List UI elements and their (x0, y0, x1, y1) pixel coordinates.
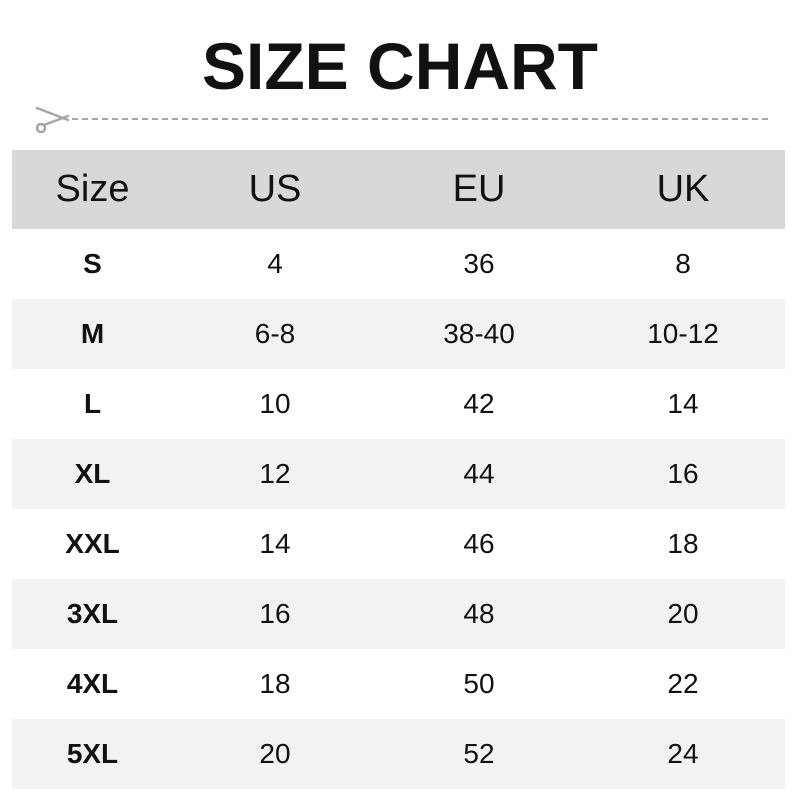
size-table: Size US EU UK S 4 36 8 M 6-8 38-40 10-12 L 10 42 14… (12, 150, 785, 789)
header-uk: UK (656, 168, 710, 210)
header-us: US (248, 168, 302, 210)
cell-uk: 22 (667, 668, 699, 699)
cell-size: M (80, 318, 105, 349)
cell-uk: 16 (667, 458, 699, 489)
cell-uk: 14 (667, 388, 699, 419)
cell-eu: 46 (463, 528, 495, 559)
table-row: 4XL 18 50 22 (12, 649, 785, 719)
cell-us: 16 (259, 598, 291, 629)
cell-us: 14 (259, 528, 291, 559)
cell-us: 12 (259, 458, 291, 489)
header-eu: EU (452, 168, 506, 210)
table-row: 5XL 20 52 24 (12, 719, 785, 789)
table-header-row: Size US EU UK (12, 150, 785, 229)
cell-us: 20 (259, 738, 291, 769)
cell-us: 18 (259, 668, 291, 699)
cell-size: S (83, 248, 102, 279)
header-size: Size (55, 168, 130, 210)
table-row: L 10 42 14 (12, 369, 785, 439)
cell-uk: 20 (667, 598, 699, 629)
cell-eu: 52 (463, 738, 495, 769)
cell-eu: 38-40 (443, 318, 515, 349)
table-row: M 6-8 38-40 10-12 (12, 299, 785, 369)
cell-size: 4XL (66, 668, 119, 699)
cell-eu: 42 (463, 388, 495, 419)
table-row: 3XL 16 48 20 (12, 579, 785, 649)
cell-uk: 18 (667, 528, 699, 559)
cell-size: 5XL (66, 738, 119, 769)
cell-uk: 24 (667, 738, 699, 769)
cell-size: XXL (65, 528, 120, 559)
cell-uk: 8 (675, 248, 691, 279)
table-row: S 4 36 8 (12, 229, 785, 299)
cell-eu: 50 (463, 668, 495, 699)
cell-eu: 36 (463, 248, 495, 279)
cell-us: 10 (259, 388, 291, 419)
cell-eu: 48 (463, 598, 495, 629)
cell-size: 3XL (66, 598, 119, 629)
cell-eu: 44 (463, 458, 495, 489)
cell-us: 6-8 (254, 318, 296, 349)
scissors-icon (35, 106, 70, 134)
table-row: XL 12 44 16 (12, 439, 785, 509)
cut-line (34, 104, 768, 134)
cell-size: L (83, 388, 102, 419)
cell-size: XL (74, 458, 111, 489)
cell-uk: 10-12 (647, 318, 719, 349)
table-row: XXL 14 46 18 (12, 509, 785, 579)
cell-us: 4 (267, 248, 283, 279)
page-title: SIZE CHART (202, 29, 598, 103)
